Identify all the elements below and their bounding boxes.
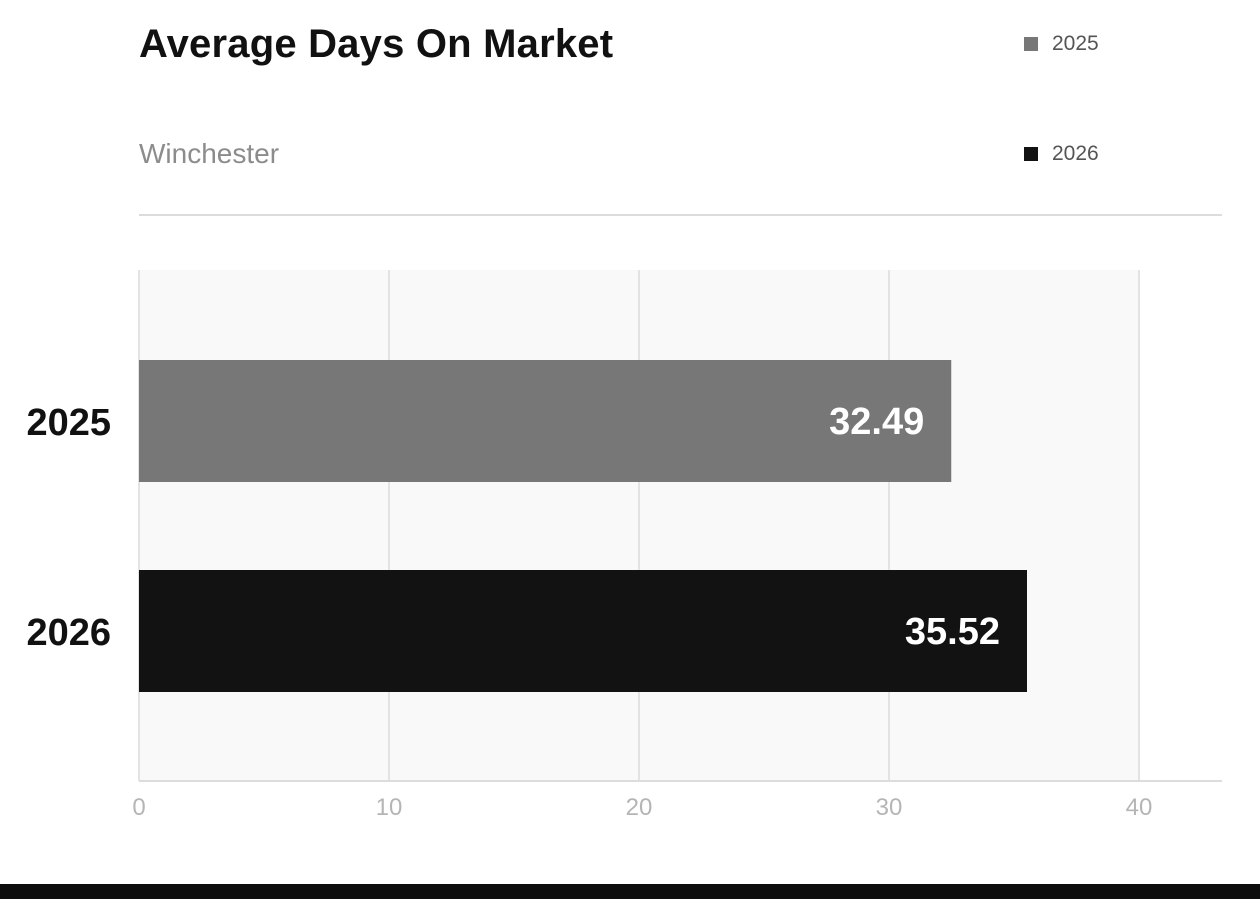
x-tick-label-20: 20: [626, 794, 653, 821]
bar-value-label-2025: 32.49: [829, 401, 924, 443]
x-tick-label-0: 0: [132, 794, 145, 821]
bar-value-label-2026: 35.52: [905, 611, 1000, 653]
legend-item-2026[interactable]: 2026: [1024, 142, 1099, 166]
category-label-2026: 2026: [26, 612, 111, 654]
bar-chart: 0 10 20 30 40 32.49 2025 35.52 2026: [26, 270, 1222, 821]
bar-2026[interactable]: [139, 570, 1027, 692]
legend-label-2026: 2026: [1052, 142, 1099, 165]
chart-subtitle: Winchester: [139, 138, 280, 169]
chart-title: Average Days On Market: [139, 22, 614, 66]
legend-item-2025[interactable]: 2025: [1024, 32, 1099, 56]
legend-swatch-2026: [1024, 147, 1038, 161]
footer-bar: [0, 884, 1260, 899]
legend-label-2025: 2025: [1052, 32, 1099, 55]
legend-swatch-2025: [1024, 37, 1038, 51]
x-tick-label-10: 10: [376, 794, 403, 821]
category-label-2025: 2025: [26, 402, 111, 444]
header-divider: [139, 214, 1222, 216]
x-tick-label-30: 30: [876, 794, 903, 821]
bar-2025[interactable]: [139, 360, 952, 482]
x-tick-label-40: 40: [1126, 794, 1153, 821]
